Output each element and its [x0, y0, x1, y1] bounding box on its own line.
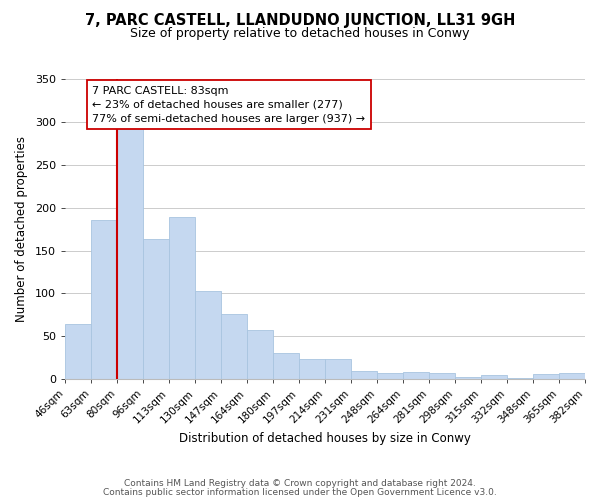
Bar — [533, 374, 559, 379]
Bar — [507, 378, 533, 379]
Bar — [325, 360, 351, 379]
Text: 7, PARC CASTELL, LLANDUDNO JUNCTION, LL31 9GH: 7, PARC CASTELL, LLANDUDNO JUNCTION, LL3… — [85, 12, 515, 28]
Bar — [65, 324, 91, 379]
Text: Contains HM Land Registry data © Crown copyright and database right 2024.: Contains HM Land Registry data © Crown c… — [124, 478, 476, 488]
Bar — [117, 126, 143, 379]
Bar — [351, 370, 377, 379]
Bar — [299, 358, 325, 379]
Text: Size of property relative to detached houses in Conwy: Size of property relative to detached ho… — [130, 28, 470, 40]
Text: Contains public sector information licensed under the Open Government Licence v3: Contains public sector information licen… — [103, 488, 497, 497]
Bar — [403, 372, 429, 379]
Bar — [429, 373, 455, 379]
Bar — [377, 373, 403, 379]
Y-axis label: Number of detached properties: Number of detached properties — [15, 136, 28, 322]
Bar — [143, 240, 169, 379]
Bar — [195, 291, 221, 379]
Bar — [247, 330, 273, 379]
Text: 7 PARC CASTELL: 83sqm
← 23% of detached houses are smaller (277)
77% of semi-det: 7 PARC CASTELL: 83sqm ← 23% of detached … — [92, 86, 365, 124]
Bar — [455, 378, 481, 379]
Bar — [481, 375, 507, 379]
Bar — [221, 314, 247, 379]
Bar — [169, 217, 195, 379]
X-axis label: Distribution of detached houses by size in Conwy: Distribution of detached houses by size … — [179, 432, 471, 445]
Bar — [91, 220, 117, 379]
Bar — [273, 354, 299, 379]
Bar — [559, 373, 585, 379]
